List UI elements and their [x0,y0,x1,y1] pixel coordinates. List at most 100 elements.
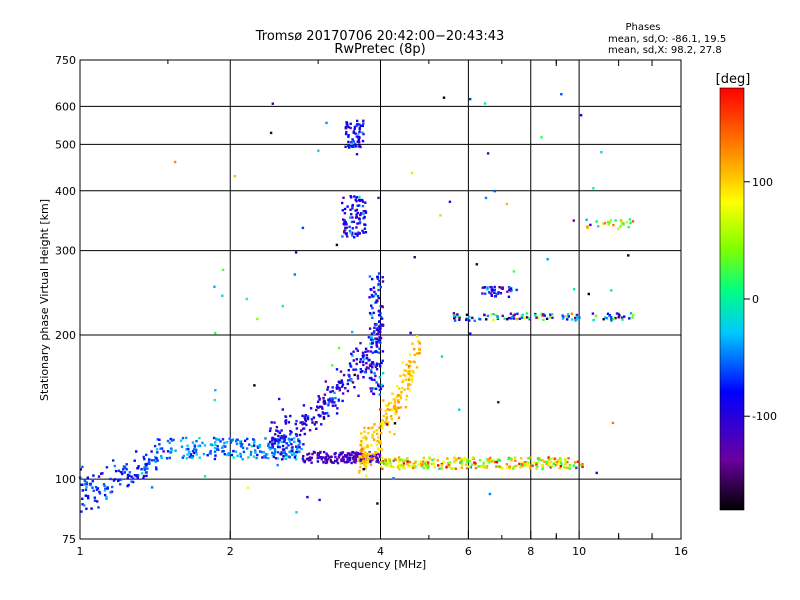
data-point [397,394,400,397]
data-point [266,453,269,456]
data-point [118,478,121,481]
data-point [540,312,543,315]
data-point [357,135,361,139]
data-point [93,496,96,499]
data-point [440,466,443,470]
data-point [294,454,297,457]
data-point [347,144,350,147]
scatter-points [78,93,635,514]
data-point [567,457,570,460]
data-point [358,218,361,221]
data-point [497,401,500,404]
data-point [549,466,552,469]
data-point [347,146,351,149]
data-point [350,142,353,145]
data-point [310,418,314,421]
data-point [488,291,491,294]
data-point [379,440,382,443]
data-point [515,288,518,292]
data-point [137,465,140,468]
data-point [303,460,306,464]
data-point [364,201,367,204]
data-point [468,459,472,463]
data-point [343,229,346,233]
data-point [362,122,365,125]
y-tick-label: 100 [55,473,76,486]
data-point [380,431,383,435]
y-axis-ticks: 75 100 200 300 400 500 600 750 [55,54,76,546]
data-point [364,435,367,438]
data-point [377,288,380,292]
data-point [413,466,416,469]
data-point [513,313,517,316]
data-point [85,486,88,489]
data-point [378,336,381,339]
data-point [448,465,451,469]
data-point [595,220,598,223]
data-point [535,461,538,465]
data-point [381,461,384,464]
data-point [387,421,390,424]
data-point [83,483,87,486]
data-point [181,436,185,440]
data-point [297,443,301,447]
data-point [368,457,371,460]
data-point [352,457,355,460]
data-point [579,114,583,117]
data-point [378,320,381,323]
data-point [581,462,584,466]
data-point [527,316,531,320]
data-point [399,406,403,409]
data-point [575,313,579,317]
data-point [621,318,624,321]
data-point [452,312,456,315]
data-point [341,457,344,460]
data-point [366,350,369,353]
data-point [474,466,478,470]
data-point [385,423,389,426]
data-point [222,450,225,453]
data-point [430,462,434,466]
data-point [379,461,382,464]
data-point [551,313,554,316]
data-point [524,461,527,464]
data-point [354,198,357,201]
data-point [403,388,406,391]
data-point [453,461,457,464]
data-point [276,445,280,449]
data-point [320,456,323,459]
data-point [355,226,358,229]
data-point [387,461,390,464]
data-point [136,476,139,479]
data-point [409,364,412,368]
data-point [326,412,329,415]
data-point [486,458,489,461]
data-point [370,371,373,374]
data-point [411,342,414,345]
data-point [361,204,365,208]
data-point [103,484,106,488]
data-point [387,404,390,407]
data-point [278,431,282,434]
data-point [503,317,506,320]
data-point [550,465,554,468]
data-point [355,358,358,361]
data-point [369,363,372,366]
data-point [145,453,148,457]
data-point [351,216,354,219]
data-point [333,452,336,456]
data-point [355,347,358,350]
data-point [214,443,217,447]
data-point [150,486,154,489]
data-point [126,476,129,479]
data-point [284,422,288,425]
data-point [270,421,273,424]
data-point [291,446,294,449]
data-point [555,460,559,464]
data-point [373,326,376,329]
data-point [322,456,325,459]
data-point [355,451,358,454]
data-point [279,436,282,440]
data-point [391,392,394,395]
data-point [427,463,430,466]
